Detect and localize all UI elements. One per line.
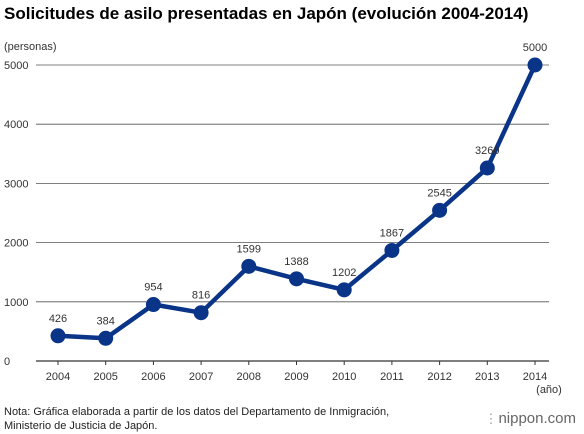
data-label-2008: 1599 <box>237 243 261 255</box>
series-line <box>55 62 538 341</box>
x-tick-label-2007: 2007 <box>189 371 213 383</box>
data-label-2009: 1388 <box>284 256 308 268</box>
y-tick-label-5000: 5000 <box>4 60 28 72</box>
x-tick-label-2005: 2005 <box>93 371 117 383</box>
data-point-2014[interactable] <box>527 57 543 73</box>
chart-title: Solicitudes de asilo presentadas en Japó… <box>4 4 529 23</box>
y-tick-label-3000: 3000 <box>4 178 28 190</box>
x-tick-label-2010: 2010 <box>332 371 356 383</box>
source-note-line2: Ministerio de Justicia de Japón. <box>4 420 158 432</box>
x-tick-label-2008: 2008 <box>237 371 261 383</box>
data-label-2014: 5000 <box>523 42 547 54</box>
data-labels: 426 384 954 816 1599 1388 1202 1867 2545 3260 5000 <box>49 42 547 327</box>
x-tick-label-2006: 2006 <box>141 371 165 383</box>
y-axis-label: (personas) <box>4 41 57 53</box>
x-tick-label-2014: 2014 <box>523 371 547 383</box>
data-points <box>50 57 543 346</box>
y-tick-label-2000: 2000 <box>4 238 28 250</box>
source-note: Nota: Gráfica elaborada a partir de los … <box>4 405 389 433</box>
data-point-2010[interactable] <box>336 282 352 298</box>
data-point-2004[interactable] <box>50 328 66 344</box>
data-label-2010: 1202 <box>332 267 356 279</box>
y-tick-label-4000: 4000 <box>4 119 28 131</box>
y-tick-label-1000: 1000 <box>4 297 28 309</box>
x-tick-label-2004: 2004 <box>46 371 70 383</box>
data-point-2006[interactable] <box>145 297 161 313</box>
data-label-2012: 2545 <box>427 187 451 199</box>
x-tick-label-2012: 2012 <box>427 371 451 383</box>
series-line-group <box>55 62 538 341</box>
data-point-2005[interactable] <box>98 330 114 346</box>
data-label-2006: 954 <box>144 282 162 294</box>
grid-lines <box>36 64 549 303</box>
data-point-2008[interactable] <box>241 258 257 274</box>
x-axis-label: (año) <box>536 384 562 396</box>
x-tick-label-2013: 2013 <box>475 371 499 383</box>
data-point-2013[interactable] <box>479 160 495 176</box>
data-label-2005: 384 <box>97 315 115 327</box>
data-label-2011: 1867 <box>380 227 404 239</box>
x-tick-label-2011: 2011 <box>380 371 404 383</box>
brand-name: nippon.com <box>498 410 576 427</box>
data-label-2013: 3260 <box>475 145 499 157</box>
source-note-line1: Nota: Gráfica elaborada a partir de los … <box>4 406 390 418</box>
data-label-2004: 426 <box>49 313 67 325</box>
data-point-2007[interactable] <box>193 305 209 321</box>
data-point-2012[interactable] <box>432 202 448 218</box>
y-tick-label-0: 0 <box>4 356 10 368</box>
tick-labels: 0 1000 2000 3000 4000 5000 2004 2005 2006 2007 200… <box>4 60 547 383</box>
data-point-2011[interactable] <box>384 242 400 258</box>
axes <box>36 360 549 365</box>
x-tick-label-2009: 2009 <box>284 371 308 383</box>
data-label-2007: 816 <box>192 290 210 302</box>
data-point-2009[interactable] <box>289 271 304 287</box>
brand-dots-icon: ⋮ <box>484 411 497 426</box>
brand-logo[interactable]: ⋮ nippon.com <box>484 410 576 427</box>
